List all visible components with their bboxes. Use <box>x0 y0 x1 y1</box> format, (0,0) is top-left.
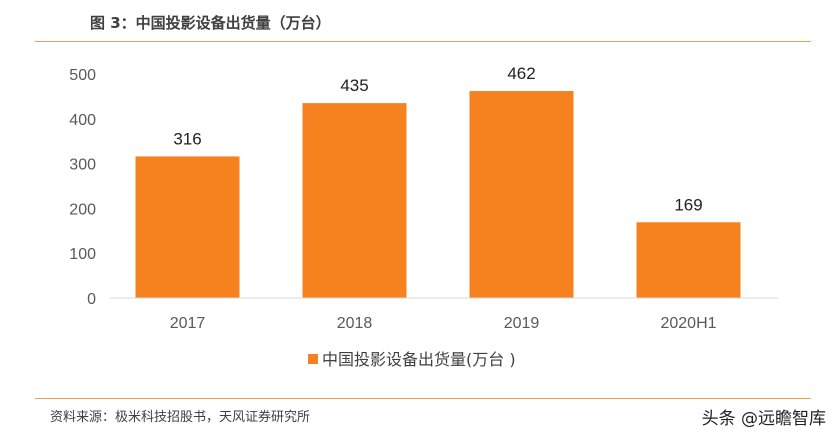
data-label: 435 <box>340 76 368 95</box>
source-note: 资料来源：极米科技招股书，天风证券研究所 <box>50 410 311 425</box>
y-tick-label: 300 <box>69 157 96 174</box>
y-tick-label: 0 <box>87 291 96 308</box>
title-divider <box>35 41 811 42</box>
y-tick-label: 500 <box>69 67 96 84</box>
bar-2018 <box>302 103 407 299</box>
data-label: 316 <box>173 129 201 148</box>
bar-2020H1 <box>636 222 741 298</box>
data-label: 169 <box>674 195 702 214</box>
watermark: 头条 @远瞻智库 <box>701 409 826 429</box>
x-tick-label: 2019 <box>504 315 540 332</box>
bar-chart: 0 100 200 300 400 500 316 2017 435 2018 462 2019 169… <box>69 64 778 369</box>
legend-swatch <box>308 354 318 364</box>
y-tick-label: 100 <box>69 246 96 263</box>
y-tick-label: 400 <box>69 112 96 129</box>
bar-2019 <box>469 91 574 298</box>
data-label: 462 <box>507 64 535 83</box>
footer-divider <box>35 398 811 399</box>
y-tick-label: 200 <box>69 201 96 218</box>
x-tick-label: 2017 <box>170 315 206 332</box>
x-tick-label: 2018 <box>337 315 373 332</box>
x-tick-label: 2020H1 <box>660 315 716 332</box>
bar-2017 <box>135 156 240 298</box>
legend-label: 中国投影设备出货量(万台 ) <box>322 350 516 369</box>
chart-title: 图 3：中国投影设备出货量（万台） <box>90 14 331 32</box>
